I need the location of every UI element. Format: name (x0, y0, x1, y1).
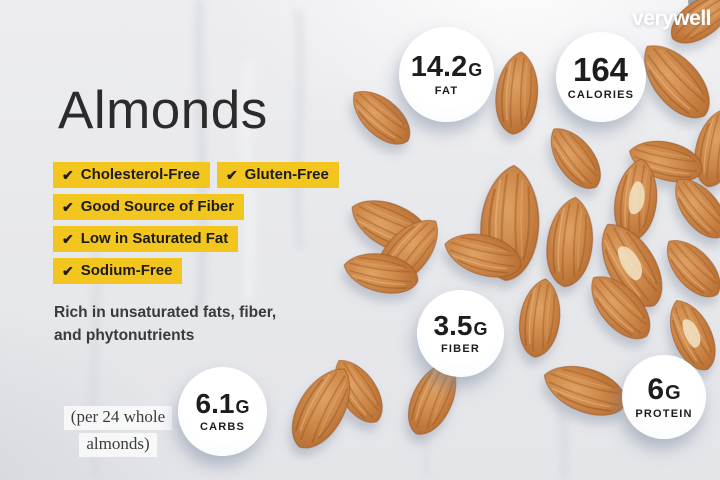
checkmark-icon: ✔ (225, 166, 238, 183)
badge-label: Gluten-Free (244, 166, 329, 183)
checkmark-icon: ✔ (62, 198, 74, 215)
stat-circle-carbs: 6.1 G CARBS (178, 367, 267, 456)
stat-circle-fiber: 3.5 G FIBER (417, 290, 504, 377)
description-line-1: Rich in unsaturated fats, fiber, (54, 304, 277, 321)
badge-label: Sodium-Free (80, 262, 173, 279)
badge-low-in-saturated-fat: ✔ Low in Saturated Fat (53, 226, 239, 252)
description-text: Rich in unsaturated fats, fiber, and phyt… (54, 301, 276, 348)
badge-list: ✔ Cholesterol-Free ✔ Gluten-Free ✔ Good … (53, 162, 355, 284)
serving-note-line-2: almonds) (79, 433, 157, 457)
serving-note: (per 24 whole almonds) (58, 406, 178, 457)
stat-circle-fat: 14.2 G FAT (399, 27, 494, 122)
checkmark-icon: ✔ (62, 262, 74, 279)
stat-label: FIBER (441, 343, 480, 355)
stat-value: 3.5 G (433, 310, 488, 341)
checkmark-icon: ✔ (62, 230, 74, 247)
stat-label: FAT (434, 84, 459, 97)
stat-value: 164 (572, 51, 629, 88)
badge-good-source-of-fiber: ✔ Good Source of Fiber (53, 194, 245, 220)
badge-sodium-free: ✔ Sodium-Free (53, 258, 183, 284)
badge-gluten-free: ✔ Gluten-Free (216, 162, 339, 188)
stat-label: CALORIES (567, 89, 635, 101)
stat-circle-calories: 164 CALORIES (556, 32, 646, 122)
badge-label: Low in Saturated Fat (80, 230, 229, 247)
stat-value: 6.1 G (195, 388, 250, 419)
stat-label: CARBS (199, 421, 246, 433)
badge-label: Good Source of Fiber (80, 198, 235, 215)
serving-note-line-1: (per 24 whole (63, 406, 173, 430)
description-line-2: and phytonutrients (54, 327, 195, 345)
badge-cholesterol-free: ✔ Cholesterol-Free (53, 162, 210, 188)
brand-logo: verywell (632, 7, 711, 30)
stat-value: 14.2 G (410, 50, 483, 83)
checkmark-icon: ✔ (62, 166, 74, 183)
page-title: Almonds (58, 81, 268, 140)
badge-label: Cholesterol-Free (80, 166, 200, 183)
stat-label: PROTEIN (635, 407, 693, 420)
